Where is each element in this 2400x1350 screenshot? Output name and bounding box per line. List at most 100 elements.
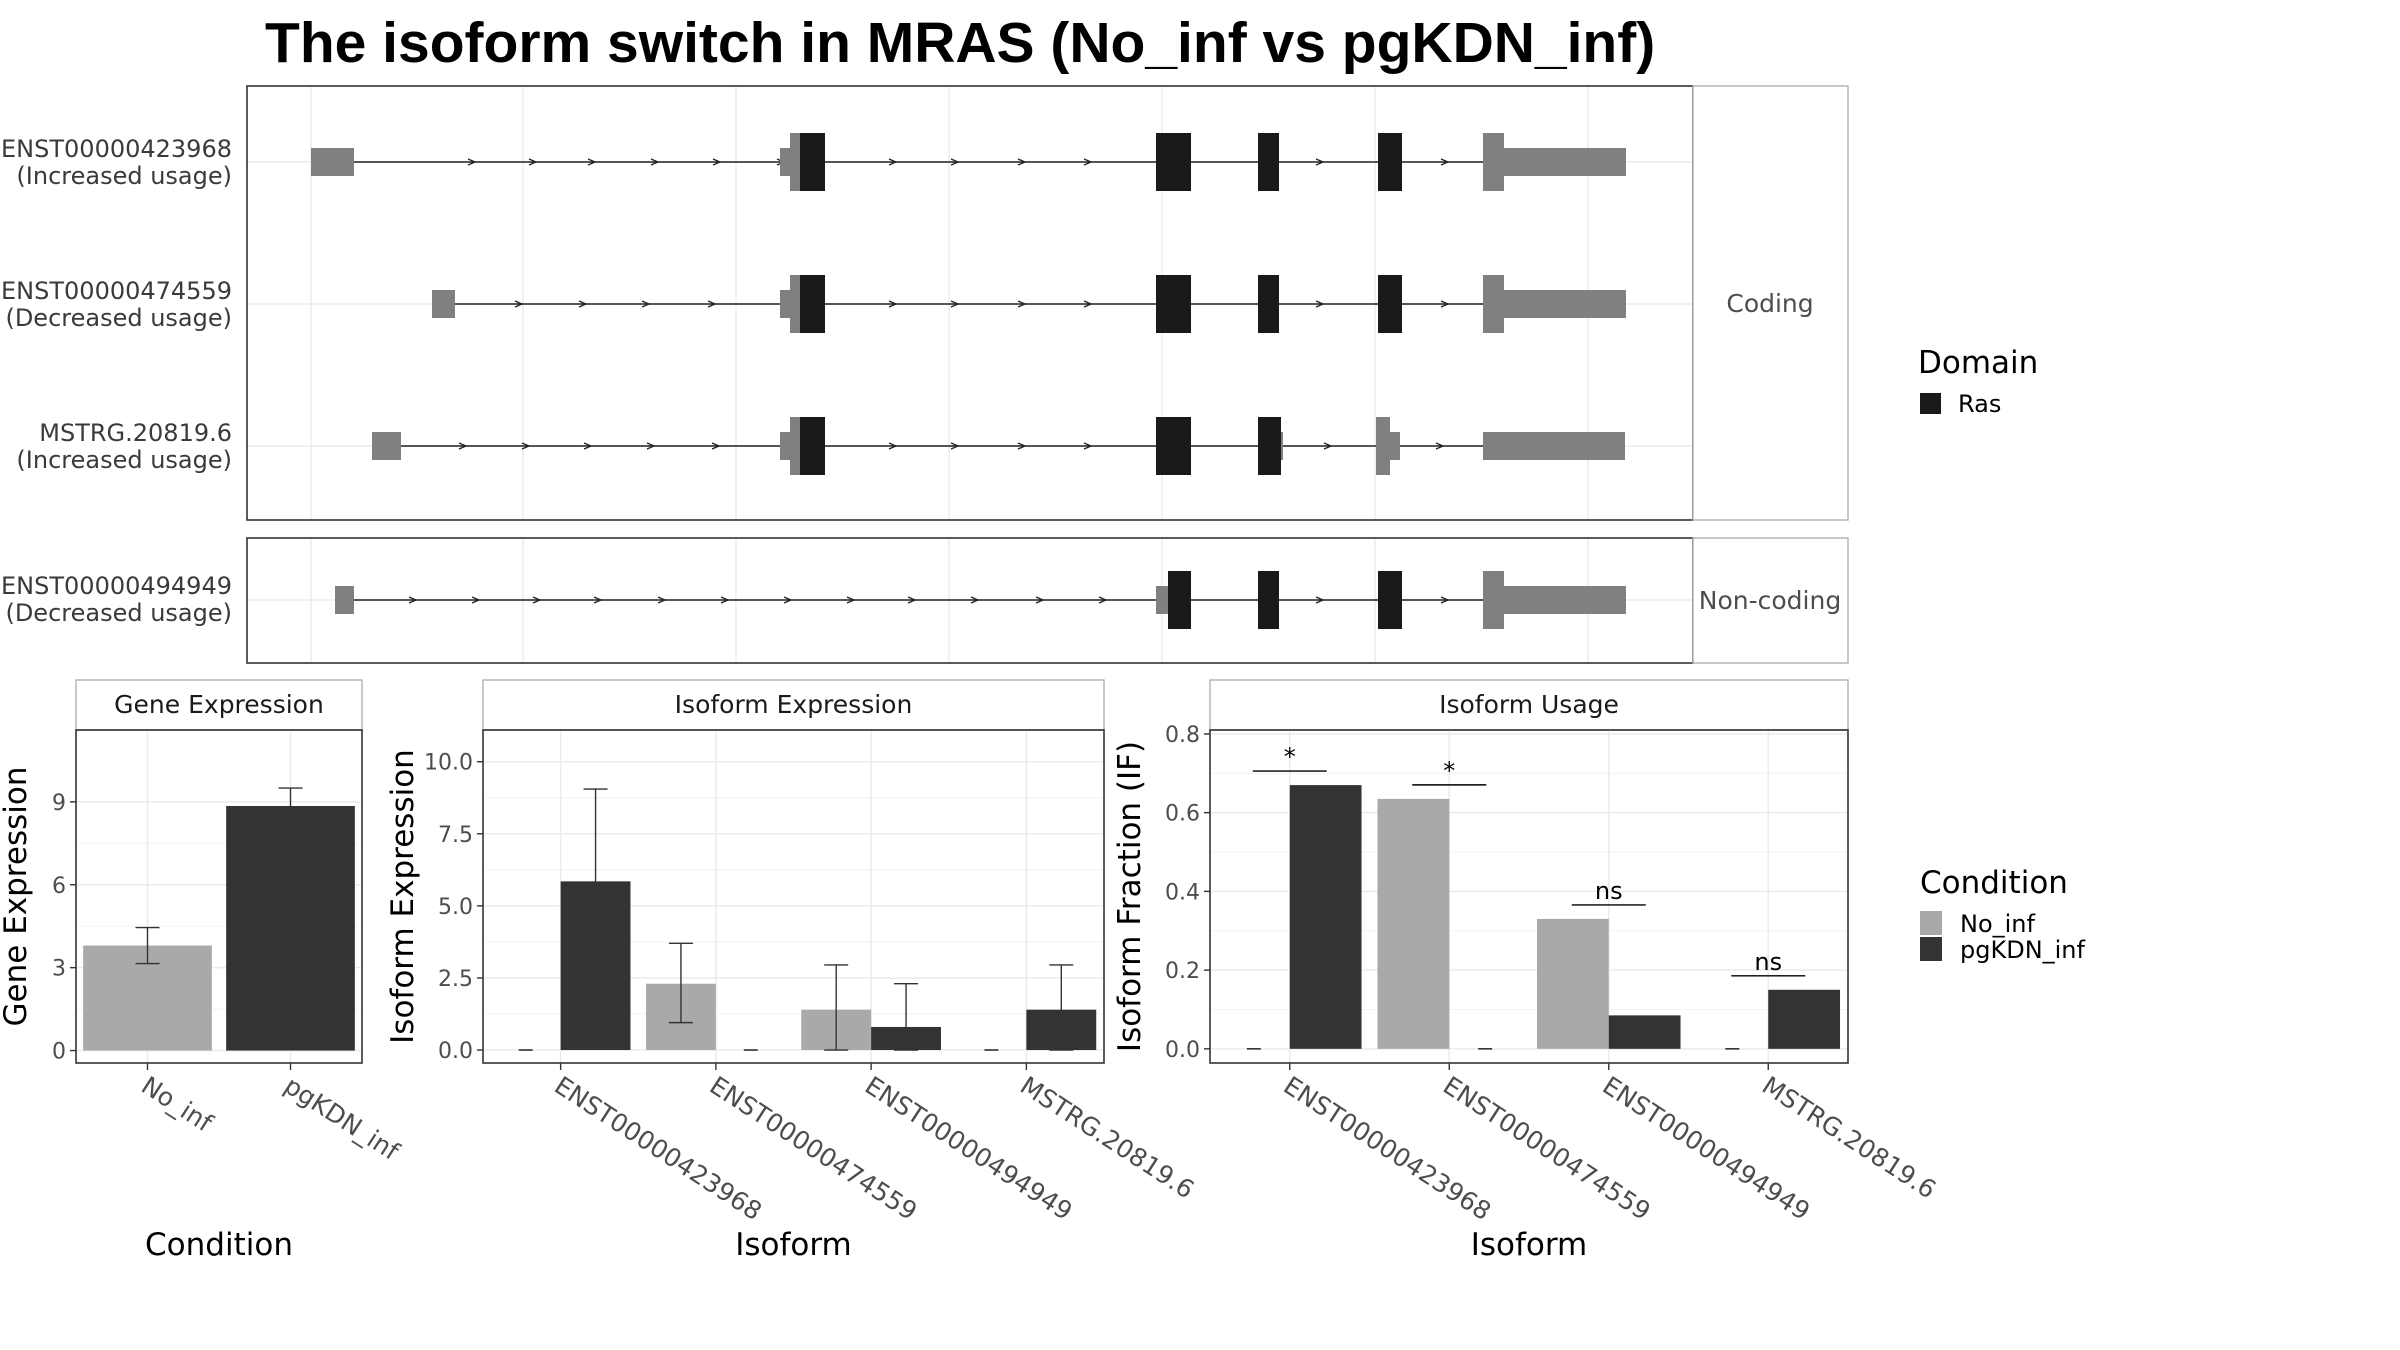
utr-exon <box>432 290 455 318</box>
condition-legend-swatch-no-inf <box>1920 911 1942 935</box>
ras-domain-exon <box>1156 133 1191 191</box>
panel-strip <box>75 679 363 731</box>
strand-arrow <box>1440 158 1450 166</box>
transcript-usage-note: (Increased usage) <box>16 446 232 474</box>
utr-exon <box>1483 133 1504 191</box>
bar <box>226 805 355 1051</box>
strand-arrow <box>888 300 898 308</box>
utr-exon <box>1281 432 1283 460</box>
ras-domain-exon <box>800 275 825 333</box>
bar-no-inf <box>1536 918 1609 1049</box>
noncoding-strip-label: Non-coding <box>1699 586 1841 615</box>
strand-arrow <box>657 596 667 604</box>
x-axis-title: Condition <box>145 1227 293 1263</box>
y-axis-title: Isoform Fraction (IF) <box>1112 741 1148 1052</box>
strand-arrow <box>593 596 603 604</box>
coding-transcript-labels: ENST00000423968 (Increased usage) ENST00… <box>1 135 232 474</box>
strand-arrow <box>1440 300 1450 308</box>
y-tick-label: 10.0 <box>424 751 473 776</box>
utr-exon <box>1156 586 1168 614</box>
strand-arrow <box>1083 158 1093 166</box>
strand-arrow <box>783 596 793 604</box>
bar-pgkdn-inf <box>1768 989 1841 1049</box>
x-tick-label: pgKDN_inf <box>279 1071 405 1167</box>
y-tick-label: 6 <box>52 874 66 899</box>
strand-arrow <box>846 596 856 604</box>
strand-arrow <box>532 596 542 604</box>
y-axis-title: Gene Expression <box>0 767 34 1027</box>
strand-arrow <box>1017 158 1027 166</box>
strand-arrow <box>950 442 960 450</box>
panel-border <box>482 729 1105 1064</box>
transcript-label: ENST00000474559 <box>1 277 232 305</box>
ras-domain-exon <box>1258 275 1279 333</box>
strand-arrow <box>888 442 898 450</box>
panel-border <box>1209 729 1849 1064</box>
strand-arrow <box>711 442 721 450</box>
strand-arrow <box>650 158 660 166</box>
strand-arrow <box>528 158 538 166</box>
transcript-usage-note: (Decreased usage) <box>5 599 232 627</box>
ras-domain-exon <box>1156 417 1191 475</box>
utr-exon <box>1504 148 1626 176</box>
significance-label: ns <box>1595 877 1623 905</box>
transcript-structure-coding: Coding <box>246 85 1849 521</box>
utr-exon <box>1390 432 1400 460</box>
y-axis-title: Isoform Expression <box>385 749 421 1044</box>
y-tick-label: 0.8 <box>1165 723 1200 748</box>
strand-arrow <box>1323 442 1333 450</box>
ras-domain-exon <box>1258 417 1281 475</box>
coding-panel-background <box>247 86 1693 520</box>
utr-exon <box>1483 275 1504 333</box>
x-axis-title: Isoform <box>1471 1227 1588 1263</box>
strand-arrow <box>583 442 593 450</box>
y-tick-label: 0 <box>52 1040 66 1065</box>
strand-arrow <box>950 300 960 308</box>
strand-arrow <box>471 596 481 604</box>
strand-arrow <box>521 442 531 450</box>
condition-legend-label: No_inf <box>1960 910 2036 938</box>
utr-exon <box>780 432 790 460</box>
domain-legend-label: Ras <box>1958 390 2001 418</box>
strand-arrow <box>888 158 898 166</box>
utr-exon <box>1483 571 1504 629</box>
significance-label: ns <box>1754 948 1782 976</box>
noncoding-strip <box>1692 537 1849 664</box>
condition-legend: Condition No_inf pgKDN_inf <box>1920 865 2086 964</box>
y-tick-label: 5.0 <box>438 895 473 920</box>
utr-exon <box>790 133 800 191</box>
utr-exon <box>1376 417 1390 475</box>
ras-domain-exon <box>1168 571 1191 629</box>
utr-exon <box>790 417 800 475</box>
y-tick-label: 0.4 <box>1165 880 1200 905</box>
utr-exon <box>780 290 790 318</box>
gene-expression-chart: Gene Expression 0 3 6 9 No_inf pgKDN_inf Condit… <box>0 679 405 1263</box>
coding-tracks <box>311 133 1626 475</box>
coding-strip-label: Coding <box>1726 289 1813 318</box>
transcript-usage-note: (Increased usage) <box>16 162 232 190</box>
panel-title: Isoform Usage <box>1439 690 1619 719</box>
panel-title: Gene Expression <box>114 690 324 719</box>
strand-arrow <box>587 158 597 166</box>
utr-exon <box>372 432 401 460</box>
utr-exon <box>311 148 354 176</box>
strand-arrow <box>1435 442 1445 450</box>
bar-pgkdn-inf <box>1608 1015 1681 1049</box>
significance-label: * <box>1443 757 1455 785</box>
transcript-structure-noncoding: Non-coding <box>246 537 1849 664</box>
strand-arrow <box>1083 300 1093 308</box>
bar-no-inf <box>1377 798 1450 1049</box>
domain-legend: Domain Ras <box>1918 345 2038 418</box>
ras-domain-exon <box>1258 133 1279 191</box>
y-tick-label: 0.0 <box>438 1039 473 1064</box>
domain-legend-swatch <box>1920 393 1941 414</box>
y-tick-label: 2.5 <box>438 967 473 992</box>
y-tick-label: 3 <box>52 957 66 982</box>
condition-legend-label: pgKDN_inf <box>1960 936 2086 964</box>
x-axis-title: Isoform <box>735 1227 852 1263</box>
strand-arrow <box>1315 300 1325 308</box>
utr-exon <box>1504 586 1626 614</box>
y-tick-label: 7.5 <box>438 823 473 848</box>
strand-arrow <box>408 596 418 604</box>
